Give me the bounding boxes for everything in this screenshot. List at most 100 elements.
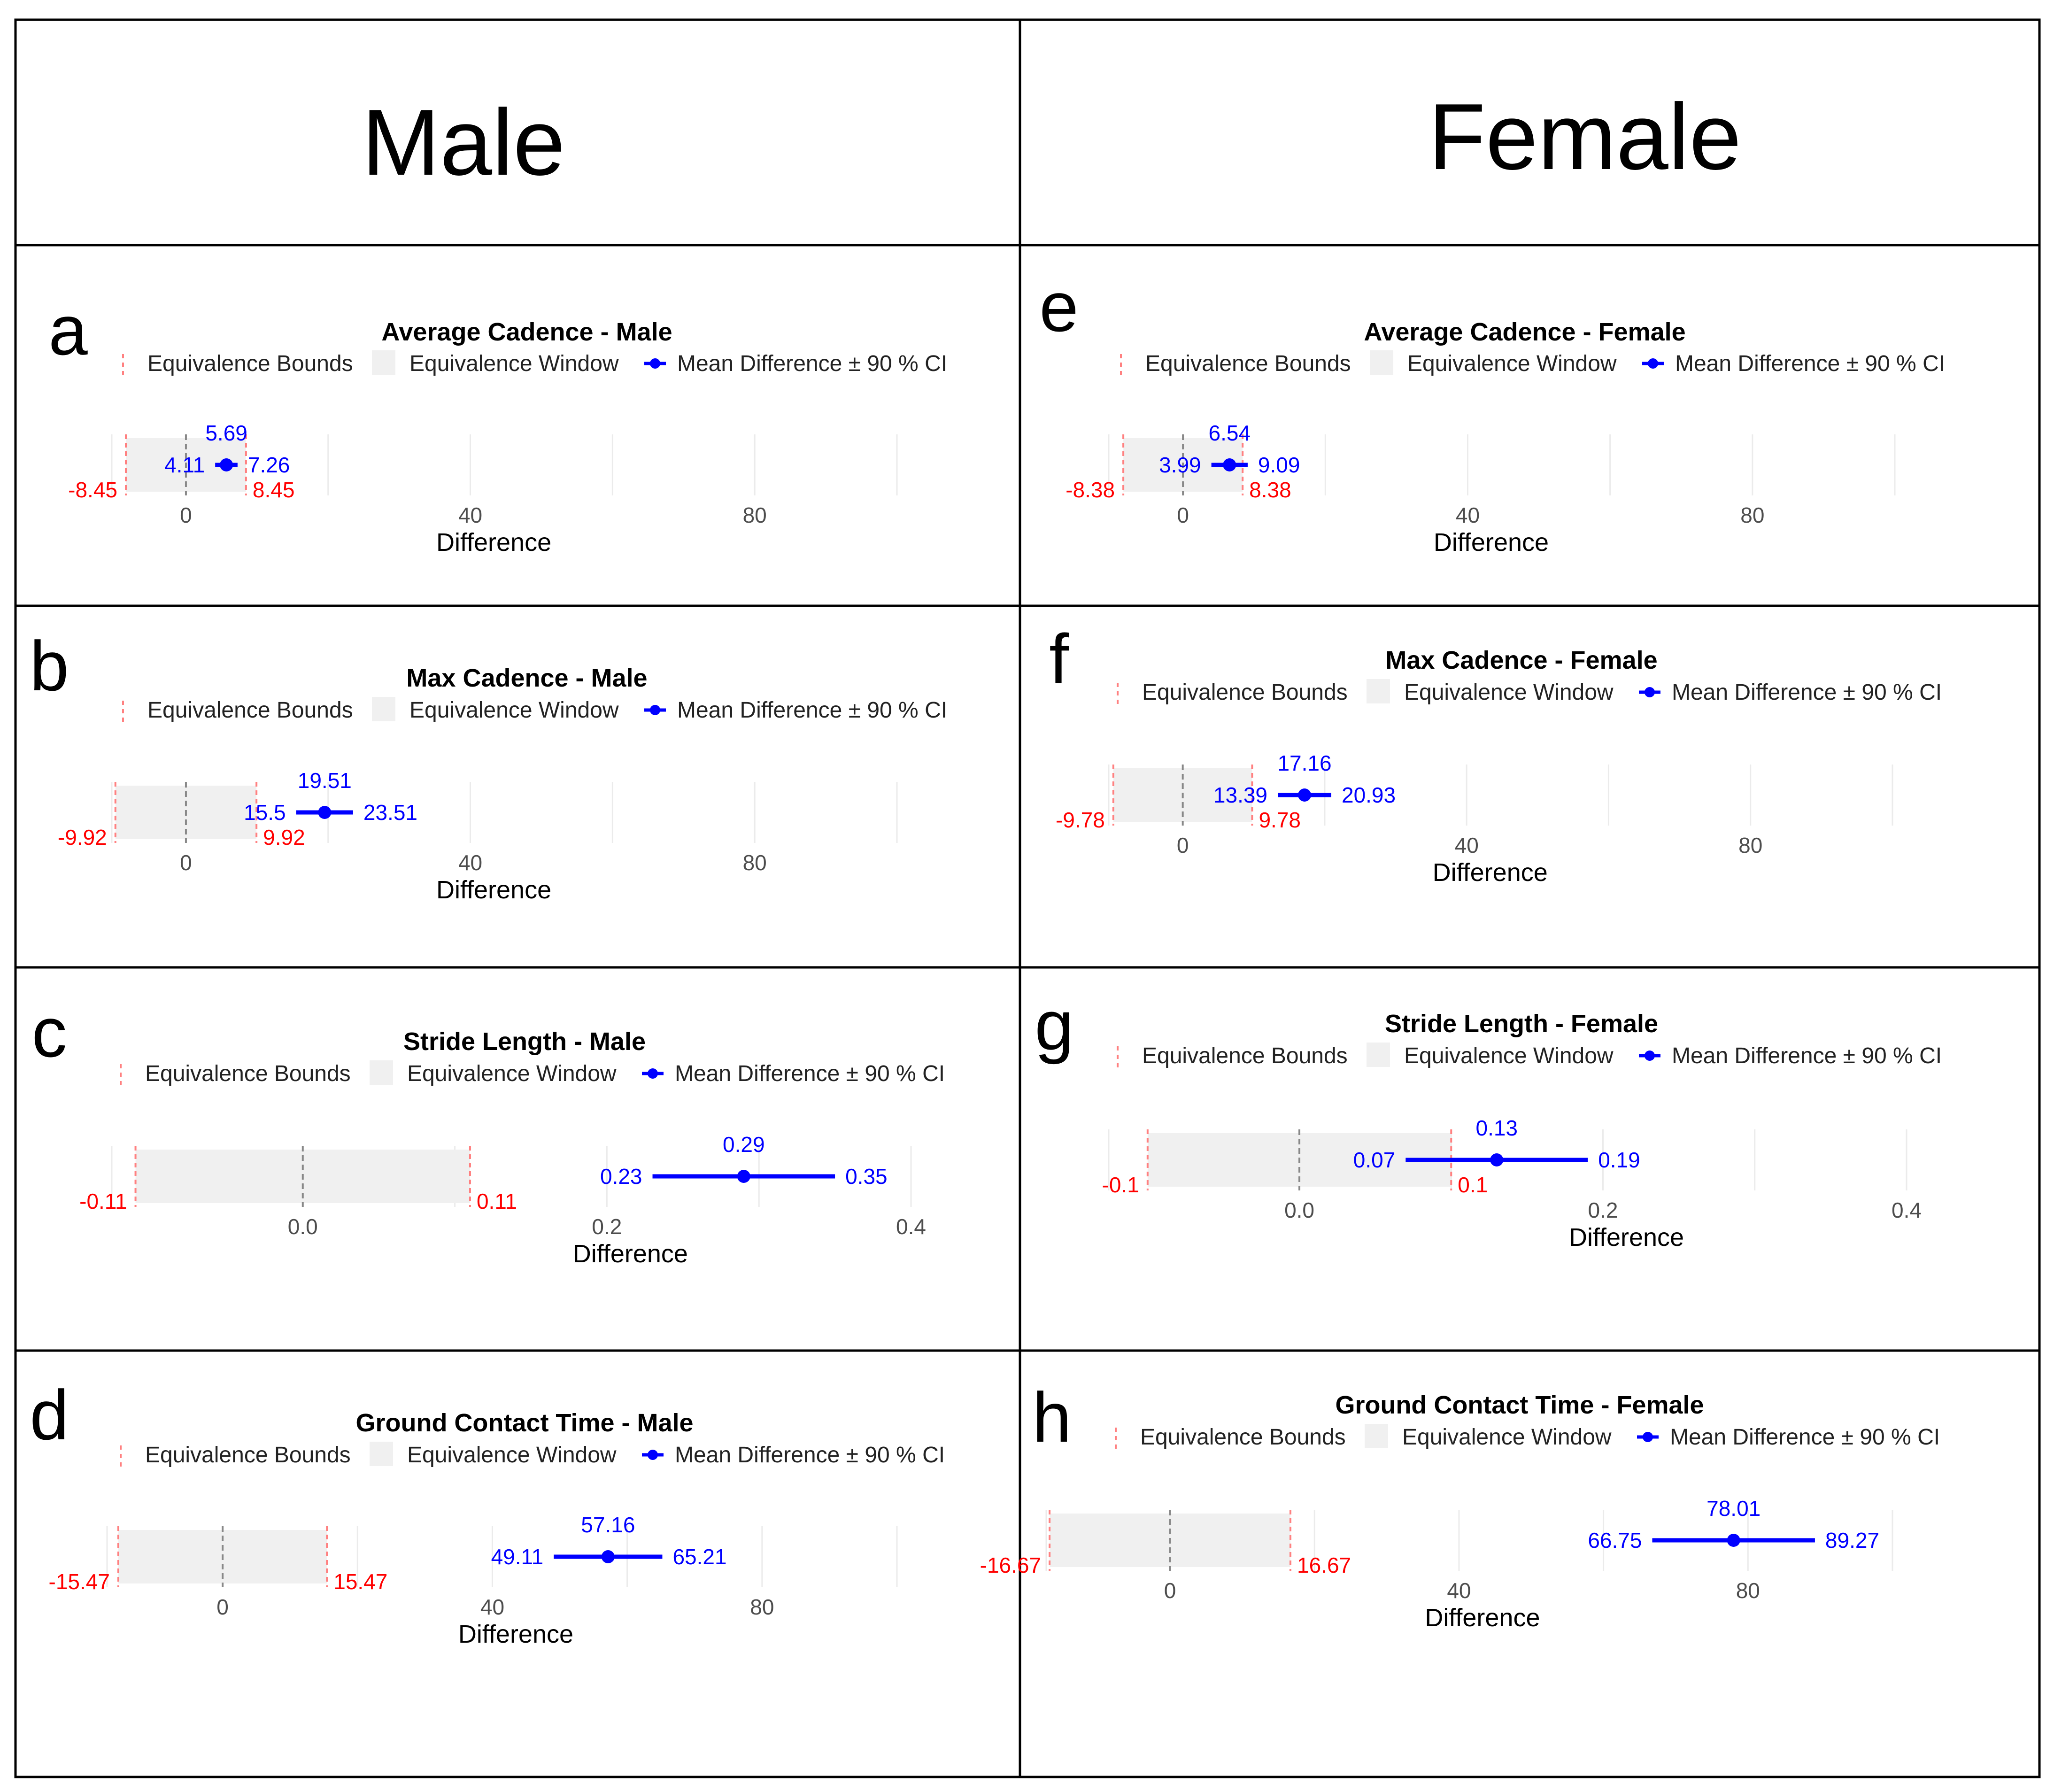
x-axis-label: Difference <box>1425 1604 1540 1632</box>
lower-bound-label: -8.38 <box>1066 478 1115 502</box>
chart-legend: Equivalence Bounds Equivalence Window Mean… <box>122 350 947 376</box>
chart-title: Ground Contact Time - Female <box>1335 1391 1704 1419</box>
chart-legend: Equivalence Bounds Equivalence Window Mean… <box>1115 1424 1940 1450</box>
legend-ci-key-dot <box>1648 358 1658 369</box>
ci-lower-label: 13.39 <box>1213 783 1267 807</box>
x-axis-label: Difference <box>1433 858 1548 887</box>
x-tick-label: 0.2 <box>1588 1198 1618 1222</box>
legend-ci-key-dot <box>1645 1050 1655 1061</box>
legend-ci-label: Mean Difference ± 90 % CI <box>677 351 947 376</box>
lower-bound-label: -9.78 <box>1056 808 1105 832</box>
legend-window-key <box>370 1060 393 1085</box>
ci-lower-label: 4.11 <box>164 453 205 477</box>
x-tick-label: 40 <box>1456 503 1480 527</box>
legend-window-label: Equivalence Window <box>409 351 619 376</box>
lower-bound-label: -8.45 <box>68 478 117 502</box>
chart-panel-b: b Max Cadence - Male Equivalence Bounds Equ… <box>30 626 947 904</box>
column-header-male: Male <box>362 90 565 195</box>
x-tick-label: 0.2 <box>592 1214 622 1239</box>
x-tick-label: 80 <box>1740 503 1764 527</box>
chart-legend: Equivalence Bounds Equivalence Window Mean… <box>120 1060 945 1086</box>
mean-label: 0.13 <box>1475 1116 1518 1140</box>
legend-ci-label: Mean Difference ± 90 % CI <box>675 1443 945 1468</box>
ci-upper-label: 0.35 <box>845 1164 888 1189</box>
ci-upper-label: 0.19 <box>1598 1148 1640 1172</box>
mean-point <box>601 1550 615 1563</box>
chart-title: Stride Length - Female <box>1385 1010 1658 1038</box>
mean-point <box>318 806 332 819</box>
ci-upper-label: 65.21 <box>672 1545 726 1569</box>
panel-letter: c <box>32 993 67 1072</box>
upper-bound-label: 8.45 <box>253 478 295 502</box>
legend-ci-key-dot <box>648 1450 658 1460</box>
legend-bounds-label: Equivalence Bounds <box>147 351 353 376</box>
panel-letter: b <box>30 626 69 705</box>
x-axis-label: Difference <box>1569 1223 1684 1251</box>
legend-window-key <box>1365 1424 1388 1448</box>
legend-window-label: Equivalence Window <box>1404 1043 1614 1068</box>
ci-upper-label: 89.27 <box>1825 1528 1879 1553</box>
x-tick-label: 80 <box>743 850 767 875</box>
chart-legend: Equivalence Bounds Equivalence Window Mean… <box>122 697 947 723</box>
table-frame <box>14 18 2041 1778</box>
mean-label: 5.69 <box>205 421 247 445</box>
lower-bound-label: -16.67 <box>980 1553 1041 1577</box>
legend-ci-key-dot <box>650 358 660 369</box>
chart-legend: Equivalence Bounds Equivalence Window Mean… <box>120 1442 945 1468</box>
chart-legend: Equivalence Bounds Equivalence Window Mean… <box>1117 1043 1942 1068</box>
mean-label: 57.16 <box>581 1513 635 1537</box>
x-tick-label: 40 <box>1455 833 1479 857</box>
chart-panel-h: h Ground Contact Time - Female Equivalence… <box>980 1378 1940 1632</box>
legend-window-key <box>370 1442 393 1466</box>
legend-ci-key-dot <box>650 705 660 715</box>
ci-upper-label: 23.51 <box>363 800 417 825</box>
mean-label: 6.54 <box>1209 421 1251 445</box>
chart-legend: Equivalence Bounds Equivalence Window Mean… <box>1117 679 1942 705</box>
legend-ci-label: Mean Difference ± 90 % CI <box>677 698 947 723</box>
ci-upper-label: 20.93 <box>1342 783 1396 807</box>
legend-window-key <box>1367 1043 1390 1067</box>
legend-window-label: Equivalence Window <box>407 1061 617 1086</box>
x-tick-label: 0 <box>180 503 192 527</box>
chart-panel-e: e Average Cadence - Female Equivalence Bou… <box>1039 267 1945 556</box>
x-tick-label: 0 <box>1164 1578 1176 1603</box>
panel-letter: h <box>1032 1378 1071 1457</box>
legend-window-key <box>1370 350 1393 375</box>
lower-bound-label: -9.92 <box>58 825 107 850</box>
panel-letter: d <box>30 1375 69 1454</box>
x-tick-label: 80 <box>1738 833 1762 857</box>
legend-window-label: Equivalence Window <box>1402 1425 1612 1450</box>
outer-border <box>14 18 2041 1778</box>
legend-bounds-label: Equivalence Bounds <box>1145 351 1351 376</box>
x-tick-label: 40 <box>458 850 482 875</box>
mean-point <box>1727 1534 1740 1547</box>
ci-lower-label: 49.11 <box>491 1545 544 1569</box>
chart-legend: Equivalence Bounds Equivalence Window Mean… <box>1120 350 1945 376</box>
x-tick-label: 0 <box>216 1595 229 1619</box>
lower-bound-label: -15.47 <box>49 1569 110 1594</box>
x-tick-label: 40 <box>1447 1578 1471 1603</box>
chart-title: Max Cadence - Male <box>406 664 647 692</box>
x-tick-label: 0.0 <box>288 1214 318 1239</box>
ci-lower-label: 0.07 <box>1353 1148 1396 1172</box>
legend-window-label: Equivalence Window <box>409 698 619 723</box>
ci-lower-label: 0.23 <box>600 1164 642 1189</box>
upper-bound-label: 9.78 <box>1259 808 1301 832</box>
legend-window-label: Equivalence Window <box>407 1443 617 1468</box>
legend-bounds-label: Equivalence Bounds <box>145 1061 351 1086</box>
lower-bound-label: -0.1 <box>1102 1173 1139 1197</box>
legend-ci-label: Mean Difference ± 90 % CI <box>675 1061 945 1086</box>
x-tick-label: 40 <box>480 1595 504 1619</box>
chart-panel-g: g Stride Length - Female Equivalence Bound… <box>1035 986 1942 1251</box>
legend-window-key <box>372 697 395 721</box>
legend-ci-label: Mean Difference ± 90 % CI <box>1675 351 1945 376</box>
x-axis-label: Difference <box>1434 528 1549 556</box>
mean-label: 0.29 <box>723 1132 765 1157</box>
chart-panel-a: a Average Cadence - Male Equivalence Bound… <box>48 291 947 556</box>
ci-upper-label: 9.09 <box>1258 453 1300 477</box>
legend-ci-key-dot <box>1645 687 1655 697</box>
